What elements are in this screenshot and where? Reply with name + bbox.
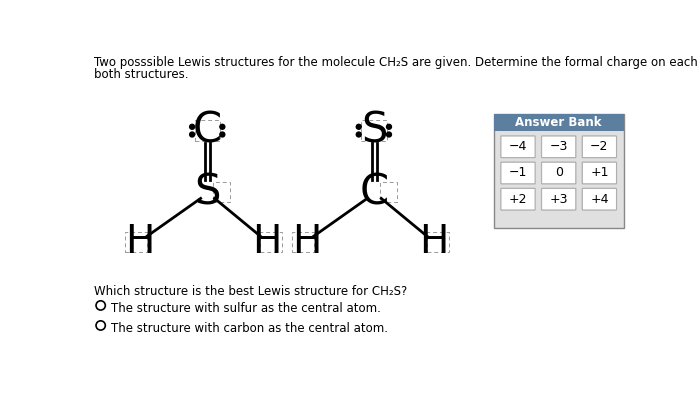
FancyBboxPatch shape — [582, 188, 617, 211]
Text: +2: +2 — [509, 193, 527, 206]
Text: H: H — [292, 223, 321, 261]
Text: Answer Bank: Answer Bank — [515, 116, 602, 129]
FancyBboxPatch shape — [494, 114, 624, 131]
Text: H: H — [253, 223, 282, 261]
FancyBboxPatch shape — [501, 188, 535, 210]
FancyBboxPatch shape — [542, 162, 575, 184]
Text: +3: +3 — [550, 193, 568, 206]
Circle shape — [220, 124, 225, 129]
Text: 0: 0 — [554, 166, 563, 180]
Text: S: S — [195, 171, 221, 213]
Text: H: H — [419, 223, 449, 261]
Circle shape — [356, 124, 361, 129]
FancyBboxPatch shape — [541, 188, 577, 211]
FancyBboxPatch shape — [582, 162, 617, 184]
Text: C: C — [193, 110, 222, 151]
FancyBboxPatch shape — [542, 188, 575, 210]
Text: The structure with carbon as the central atom.: The structure with carbon as the central… — [111, 322, 388, 335]
Circle shape — [190, 124, 195, 129]
FancyBboxPatch shape — [582, 136, 617, 158]
Text: +1: +1 — [590, 166, 608, 180]
FancyBboxPatch shape — [500, 161, 536, 185]
Text: S: S — [361, 110, 388, 151]
Text: H: H — [125, 223, 155, 261]
Text: +4: +4 — [590, 193, 608, 206]
Text: both structures.: both structures. — [94, 68, 188, 81]
FancyBboxPatch shape — [501, 162, 535, 184]
Text: The structure with sulfur as the central atom.: The structure with sulfur as the central… — [111, 303, 381, 315]
FancyBboxPatch shape — [582, 188, 617, 210]
Text: −3: −3 — [550, 140, 568, 153]
FancyBboxPatch shape — [541, 135, 577, 159]
FancyBboxPatch shape — [542, 136, 575, 158]
Text: C: C — [360, 171, 389, 213]
FancyBboxPatch shape — [501, 136, 535, 158]
Circle shape — [356, 132, 361, 137]
Circle shape — [190, 132, 195, 137]
FancyBboxPatch shape — [494, 114, 624, 228]
Text: Two posssible Lewis structures for the molecule CH₂S are given. Determine the fo: Two posssible Lewis structures for the m… — [94, 56, 700, 69]
FancyBboxPatch shape — [582, 161, 617, 185]
Text: −2: −2 — [590, 140, 608, 153]
FancyBboxPatch shape — [582, 135, 617, 159]
Circle shape — [220, 132, 225, 137]
Text: −4: −4 — [509, 140, 527, 153]
FancyBboxPatch shape — [541, 161, 577, 185]
FancyBboxPatch shape — [500, 188, 536, 211]
Text: Which structure is the best Lewis structure for CH₂S?: Which structure is the best Lewis struct… — [94, 285, 407, 298]
Circle shape — [386, 132, 391, 137]
Circle shape — [386, 124, 391, 129]
Text: −1: −1 — [509, 166, 527, 180]
FancyBboxPatch shape — [500, 135, 536, 159]
